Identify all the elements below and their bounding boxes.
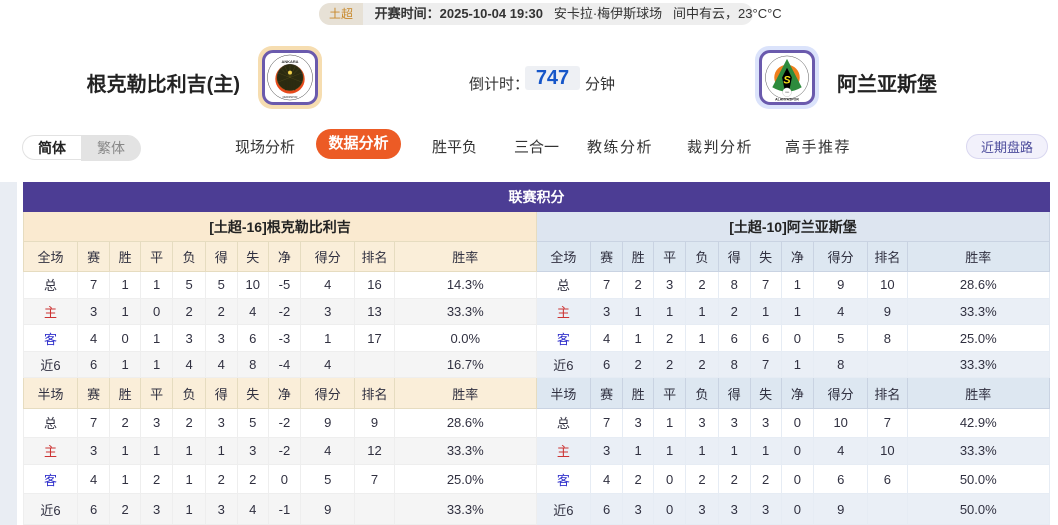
svg-text:1966: 1966 <box>785 92 789 94</box>
svg-text:ANKARA: ANKARA <box>282 59 299 64</box>
svg-text:DEMIRSPOR: DEMIRSPOR <box>283 96 298 99</box>
svg-text:S: S <box>783 74 791 86</box>
svg-text:ALANYASPOR: ALANYASPOR <box>775 98 799 102</box>
